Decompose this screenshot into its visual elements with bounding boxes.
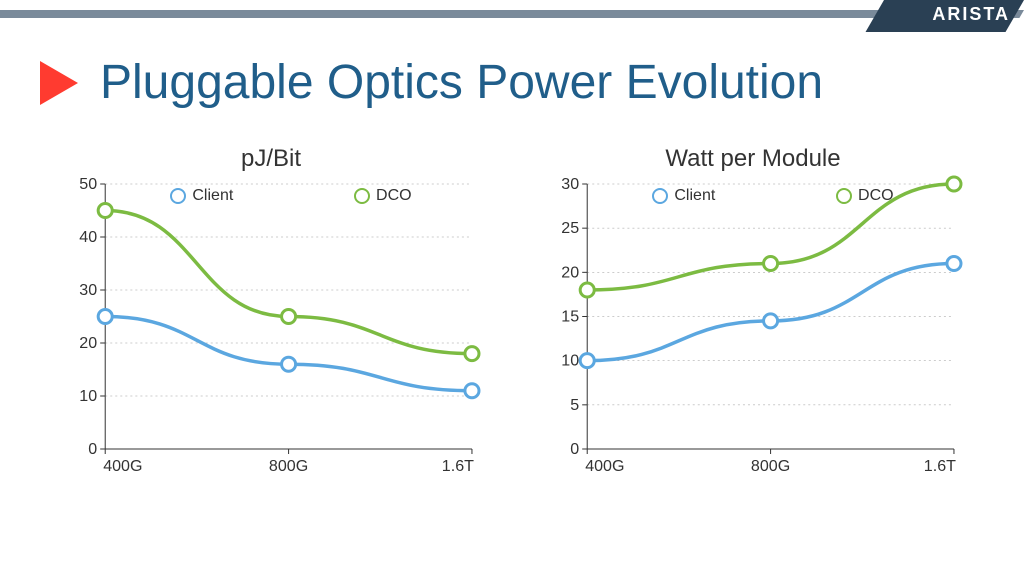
legend-item-dco: DCO <box>836 187 894 205</box>
series-client <box>580 257 961 368</box>
series-dco <box>98 204 479 361</box>
chart-legend: Client DCO <box>592 187 954 205</box>
header-bar: ARISTA <box>0 0 1024 30</box>
svg-text:15: 15 <box>561 308 579 326</box>
brand-logo: ARISTA <box>932 4 1010 25</box>
svg-text:0: 0 <box>570 440 579 458</box>
grid <box>587 184 954 405</box>
svg-text:10: 10 <box>561 352 579 370</box>
legend-label: Client <box>674 187 715 205</box>
legend-label: DCO <box>376 187 412 205</box>
svg-text:10: 10 <box>79 387 97 405</box>
svg-text:400G: 400G <box>103 457 142 475</box>
chart-plot: 051015202530400G800G1.6TClientDCO <box>542 179 964 479</box>
charts-container: pJ/Bit01020304050400G800G1.6TClientDCOWa… <box>60 145 964 508</box>
circle-marker-icon <box>652 188 668 204</box>
header-stripe <box>0 10 1024 18</box>
svg-text:800G: 800G <box>269 457 308 475</box>
circle-marker-icon <box>836 188 852 204</box>
svg-text:5: 5 <box>570 396 579 414</box>
chart-pj: pJ/Bit 0 10 20 30 40 50 400G 800G 1.6T Client DCO <box>60 145 482 508</box>
chart-title: Watt per Module <box>542 145 964 173</box>
svg-text:30: 30 <box>561 175 579 193</box>
circle-marker-icon <box>170 188 186 204</box>
svg-text:1.6T: 1.6T <box>924 457 956 475</box>
legend-item-client: Client <box>652 187 715 205</box>
svg-text:20: 20 <box>561 263 579 281</box>
svg-text:50: 50 <box>79 175 97 193</box>
svg-text:40: 40 <box>79 228 97 246</box>
chart-legend: Client DCO <box>110 187 472 205</box>
play-arrow-icon <box>40 61 78 105</box>
chart-plot: 01020304050400G800G1.6TClientDCO <box>60 179 482 479</box>
legend-item-dco: DCO <box>354 187 412 205</box>
legend-label: DCO <box>858 187 894 205</box>
circle-marker-icon <box>354 188 370 204</box>
svg-text:1.6T: 1.6T <box>442 457 474 475</box>
y-ticks: 0 5 10 15 20 25 30 <box>561 175 587 458</box>
svg-text:25: 25 <box>561 219 579 237</box>
chart-watt: Watt per Module 0 5 10 15 20 25 30 400G 800G 1.6T C… <box>542 145 964 508</box>
svg-text:800G: 800G <box>751 457 790 475</box>
svg-text:400G: 400G <box>585 457 624 475</box>
chart-title: pJ/Bit <box>60 145 482 173</box>
svg-text:0: 0 <box>88 440 97 458</box>
title-row: Pluggable Optics Power Evolution <box>40 55 984 110</box>
x-ticks: 400G 800G 1.6T <box>585 449 956 475</box>
legend-label: Client <box>192 187 233 205</box>
page-title: Pluggable Optics Power Evolution <box>100 55 823 110</box>
legend-item-client: Client <box>170 187 233 205</box>
svg-text:20: 20 <box>79 334 97 352</box>
svg-text:30: 30 <box>79 281 97 299</box>
x-ticks: 400G 800G 1.6T <box>103 449 474 475</box>
